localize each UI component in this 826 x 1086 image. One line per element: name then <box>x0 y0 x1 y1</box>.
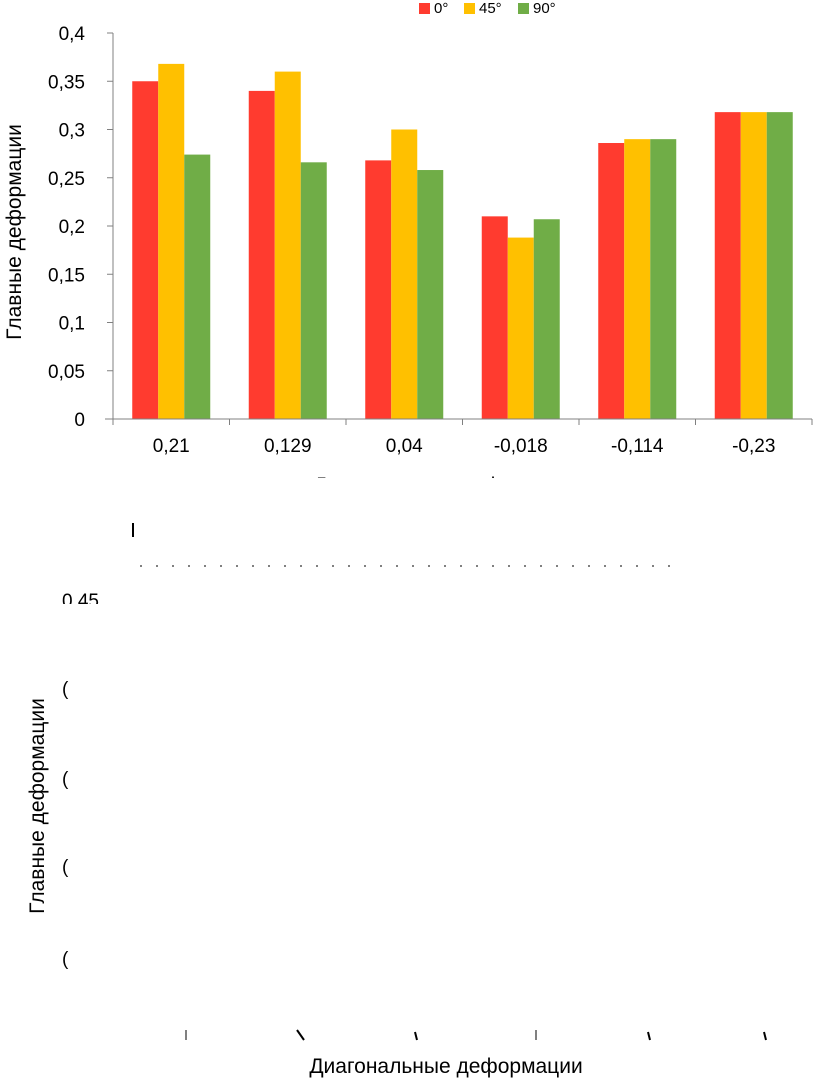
legend-label: 0° <box>434 0 448 17</box>
x-tick-label: -0,23 <box>732 436 775 457</box>
y-tick-label: 0,35 <box>48 72 85 93</box>
bar <box>650 139 677 419</box>
x-axis-title: Диагональные деформации <box>309 1055 582 1078</box>
x-tick-fragment <box>414 1031 418 1041</box>
y-tick-label: 0 <box>74 410 85 431</box>
y-tick-fragment: ( <box>62 949 69 970</box>
bar <box>365 160 392 419</box>
y-axis-title: Главные деформации <box>26 698 49 914</box>
x-tick-label: 0,04 <box>386 436 423 457</box>
bar <box>507 237 534 419</box>
x-tick-label: -0,114 <box>611 436 664 457</box>
bar <box>391 129 418 419</box>
bar <box>184 154 211 419</box>
x-tick-label: -0,018 <box>494 436 548 457</box>
bar <box>766 112 793 419</box>
bar <box>481 216 508 419</box>
y-tick-label: 0,05 <box>48 362 85 383</box>
bar <box>598 143 625 419</box>
bar <box>714 112 741 419</box>
bar <box>158 63 185 419</box>
bar <box>533 219 560 419</box>
bar <box>274 71 301 419</box>
y-tick-label: 0,4 <box>59 24 86 45</box>
x-tick-labels: 0,21 0,129 0,04 -0,018 -0,114 -0,23 <box>112 419 813 457</box>
y-tick-fragment: ( <box>62 857 69 878</box>
legend-swatch <box>518 3 529 14</box>
x-tick-fragment <box>647 1031 651 1041</box>
x-tick-label: 0,21 <box>153 436 190 457</box>
legend-label: 90° <box>533 0 556 17</box>
upper-bar-chart: 0° 45° 90° 0 0,05 0,1 0,15 0,2 0,25 0,3 0,35 0,4 0… <box>3 0 813 497</box>
page-overlay <box>0 478 826 586</box>
bar-series-group <box>132 63 793 420</box>
bar <box>132 81 159 419</box>
bar <box>300 162 327 419</box>
y-tick-fragment: ( <box>62 769 69 790</box>
lower-bar-chart: 0,45 ( ( ( ( Главные деформации Диагонал… <box>26 591 767 1078</box>
legend-label: 45° <box>479 0 502 17</box>
y-tick-label: 0,25 <box>48 169 85 190</box>
x-tick-fragment <box>763 1031 767 1041</box>
legend: 0° 45° 90° <box>419 0 556 17</box>
y-tick-label: 0,15 <box>48 265 85 286</box>
y-tick-label: 0,1 <box>59 314 85 335</box>
legend-swatch <box>464 3 475 14</box>
y-tick-label: 0,3 <box>59 121 85 142</box>
x-tick-label: 0,129 <box>264 436 312 457</box>
y-tick-fragment: ( <box>62 679 69 700</box>
page-overlay <box>58 604 118 614</box>
bar <box>624 139 651 419</box>
legend-swatch <box>419 3 430 14</box>
x-tick-fragment <box>296 1029 305 1041</box>
y-axis-title: Главные деформации <box>3 124 26 340</box>
bar <box>740 112 767 419</box>
caption-artifact <box>132 523 134 537</box>
bar <box>417 170 444 419</box>
y-tick-label: 0,2 <box>59 217 85 238</box>
bar <box>248 90 275 420</box>
y-tick-labels: 0 0,05 0,1 0,15 0,2 0,25 0,3 0,35 0,4 <box>48 24 113 431</box>
